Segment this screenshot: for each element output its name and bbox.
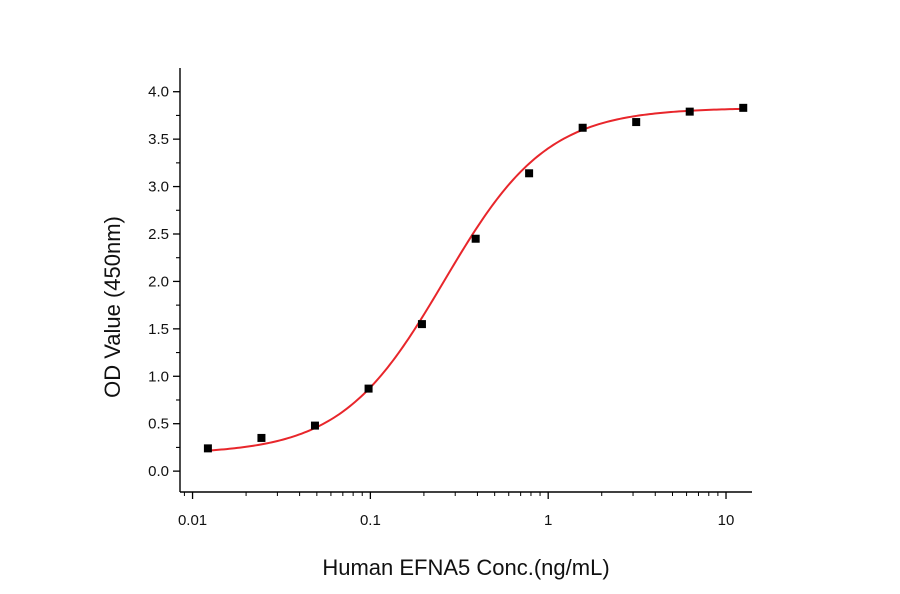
- y-tick-label: 2.0: [148, 273, 169, 290]
- y-tick-label: 0.5: [148, 416, 169, 433]
- x-axis: 0.01 0.1 1 10: [178, 491, 752, 529]
- data-point: [310, 421, 319, 430]
- data-point: [364, 384, 373, 393]
- y-tick-label: 1.0: [148, 368, 169, 385]
- data-point: [417, 320, 426, 329]
- x-tick-label: 0.01: [178, 512, 207, 529]
- data-point: [257, 433, 266, 442]
- data-point: [471, 234, 480, 243]
- x-tick-label: 0.1: [360, 512, 381, 529]
- y-tick-label: 4.0: [148, 84, 169, 101]
- x-tick-label: 1: [544, 512, 552, 529]
- y-tick-label: 3.5: [148, 131, 169, 148]
- y-tick-label: 1.5: [148, 321, 169, 338]
- fit-layer: [207, 107, 744, 452]
- points-layer: [203, 103, 748, 453]
- data-point: [203, 444, 212, 453]
- y-tick-label: 0.0: [148, 463, 169, 480]
- data-point: [632, 118, 641, 127]
- y-tick-label: 3.0: [148, 179, 169, 196]
- data-point: [685, 107, 694, 116]
- x-axis-title: Human EFNA5 Conc.(ng/mL): [322, 555, 609, 580]
- data-point: [739, 103, 748, 112]
- y-axis: 0.0 0.5 1.0 1.5 2.0 2.5 3.0 3.5 4.0: [148, 68, 181, 492]
- x-tick-label: 10: [718, 512, 735, 529]
- fit-curve: [207, 107, 744, 452]
- data-point: [525, 169, 534, 178]
- y-axis-title: OD Value (450nm): [100, 216, 125, 398]
- y-tick-label: 2.5: [148, 226, 169, 243]
- data-point: [578, 123, 587, 132]
